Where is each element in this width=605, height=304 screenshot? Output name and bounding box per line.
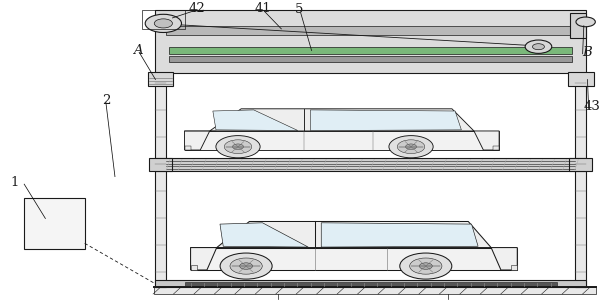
- Polygon shape: [474, 131, 499, 150]
- Bar: [155, 280, 586, 287]
- Bar: [24, 198, 85, 249]
- Circle shape: [145, 14, 182, 33]
- Circle shape: [400, 253, 452, 279]
- Bar: [148, 72, 173, 86]
- Polygon shape: [191, 247, 517, 270]
- Circle shape: [389, 136, 433, 158]
- Polygon shape: [310, 110, 462, 130]
- Text: B: B: [582, 46, 592, 59]
- Bar: [185, 282, 557, 286]
- Text: 1: 1: [11, 176, 19, 189]
- Circle shape: [230, 258, 262, 274]
- Circle shape: [419, 263, 433, 269]
- Polygon shape: [210, 109, 474, 131]
- Circle shape: [232, 144, 244, 150]
- Polygon shape: [185, 131, 210, 150]
- Bar: [511, 265, 517, 270]
- Circle shape: [220, 253, 272, 279]
- Bar: [166, 26, 575, 35]
- Text: 2: 2: [102, 94, 110, 107]
- Bar: [493, 146, 499, 150]
- Text: A: A: [133, 44, 143, 57]
- Bar: [185, 146, 191, 150]
- Bar: [155, 158, 586, 171]
- Polygon shape: [217, 222, 491, 247]
- Circle shape: [216, 136, 260, 158]
- Circle shape: [240, 263, 253, 269]
- Circle shape: [154, 19, 172, 28]
- Polygon shape: [185, 131, 499, 150]
- Bar: [149, 158, 172, 171]
- Circle shape: [224, 140, 252, 154]
- Bar: [191, 265, 197, 270]
- Text: 5: 5: [295, 3, 304, 16]
- Bar: [155, 74, 166, 287]
- Polygon shape: [220, 223, 308, 247]
- Polygon shape: [213, 110, 298, 130]
- Polygon shape: [491, 247, 517, 270]
- Text: 42: 42: [188, 2, 205, 15]
- Circle shape: [576, 17, 595, 27]
- Text: 43: 43: [583, 100, 600, 113]
- Bar: [142, 10, 185, 29]
- Text: 41: 41: [255, 2, 272, 15]
- Bar: [569, 158, 592, 171]
- Circle shape: [397, 140, 425, 154]
- Circle shape: [405, 144, 417, 150]
- Circle shape: [532, 44, 544, 50]
- Bar: [169, 47, 572, 54]
- Bar: [154, 287, 596, 294]
- Bar: [575, 74, 586, 287]
- Bar: [568, 72, 594, 86]
- Circle shape: [525, 40, 552, 54]
- Bar: [155, 10, 586, 74]
- Bar: [570, 13, 586, 38]
- Bar: [169, 56, 572, 62]
- Polygon shape: [191, 247, 217, 270]
- Circle shape: [410, 258, 442, 274]
- Polygon shape: [321, 223, 478, 247]
